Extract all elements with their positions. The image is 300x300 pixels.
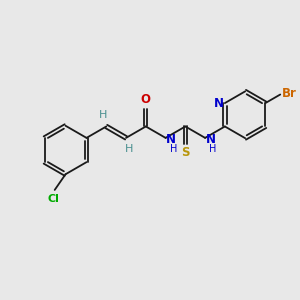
Text: Br: Br	[282, 87, 297, 101]
Text: H: H	[170, 144, 177, 154]
Text: H: H	[209, 144, 217, 154]
Text: N: N	[214, 97, 224, 110]
Text: N: N	[206, 133, 216, 146]
Text: H: H	[99, 110, 108, 120]
Text: H: H	[125, 144, 133, 154]
Text: N: N	[166, 133, 176, 146]
Text: Cl: Cl	[48, 194, 59, 204]
Text: O: O	[141, 94, 151, 106]
Text: S: S	[181, 146, 190, 159]
